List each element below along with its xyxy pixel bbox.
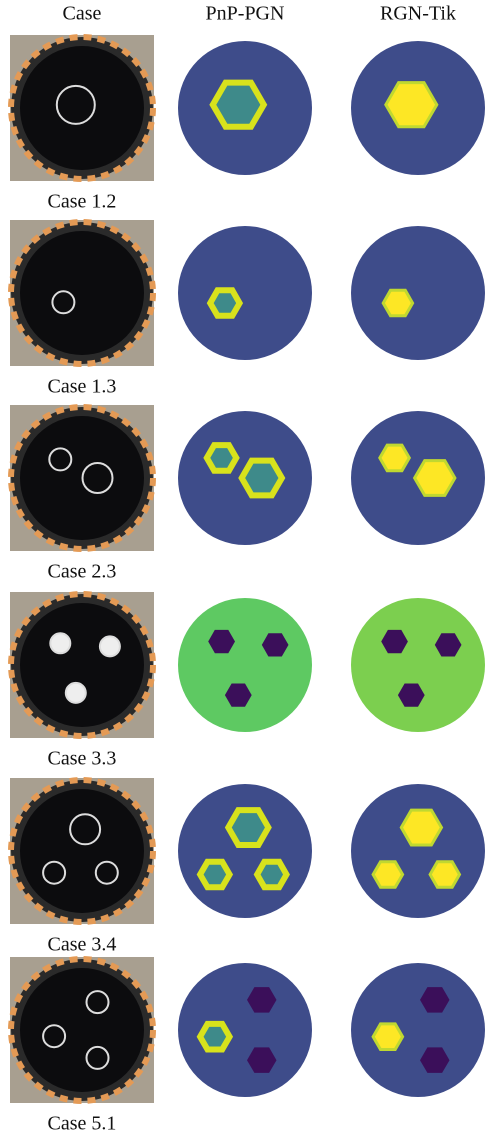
column-header: RGN-Tik — [380, 3, 456, 25]
tank — [20, 231, 144, 355]
tank — [20, 46, 144, 170]
inclusion — [242, 461, 282, 496]
inclusion — [207, 445, 237, 471]
reconstruction — [351, 226, 485, 360]
reconstruction — [351, 598, 485, 732]
column-header: Case — [63, 3, 102, 25]
inclusion — [200, 1024, 230, 1050]
case-label: Case 1.2 — [48, 191, 117, 213]
inclusion — [401, 810, 441, 845]
case-label: Case 2.3 — [48, 561, 117, 583]
case-label: Case 3.4 — [48, 934, 117, 956]
case-label: Case 3.3 — [48, 748, 117, 770]
tank — [20, 789, 144, 913]
object — [100, 636, 120, 656]
figure: Case PnP-PGN RGN-Tik Case 1.2 Case 1.3 Cas… — [0, 0, 486, 1134]
reconstruction — [178, 226, 312, 360]
object — [50, 633, 70, 653]
inclusion — [430, 862, 459, 888]
reconstruction — [178, 598, 312, 732]
object — [66, 683, 86, 703]
inclusion — [200, 862, 230, 888]
inclusion — [386, 83, 437, 127]
case-label: Case 1.3 — [48, 376, 117, 398]
inclusion — [373, 862, 403, 888]
inclusion — [228, 810, 268, 845]
inclusion — [380, 445, 410, 471]
tank — [20, 603, 144, 727]
case-label: Case 5.1 — [48, 1113, 117, 1134]
reconstruction — [178, 963, 312, 1097]
reconstruction — [351, 963, 485, 1097]
inclusion — [383, 290, 412, 316]
inclusion — [373, 1024, 403, 1050]
inclusion — [213, 83, 264, 127]
inclusion — [257, 862, 286, 888]
column-header: PnP-PGN — [206, 3, 285, 25]
inclusion — [415, 461, 455, 496]
reconstruction — [178, 784, 312, 918]
tank — [20, 968, 144, 1092]
inclusion — [210, 290, 239, 316]
reconstruction — [351, 784, 485, 918]
